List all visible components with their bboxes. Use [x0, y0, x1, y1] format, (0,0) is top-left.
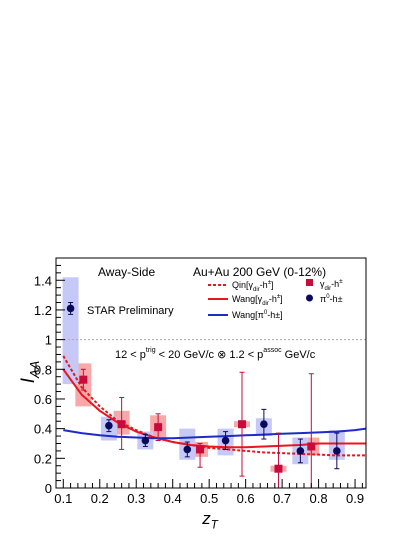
legend-label-4-main: π	[320, 294, 326, 304]
theory-curves	[62, 355, 367, 457]
data-point-1-7	[333, 447, 341, 455]
legend-label-3-tail: -h	[331, 279, 339, 289]
legend-label-2-end: -h±]	[267, 310, 282, 320]
data-point-1-4	[221, 436, 230, 445]
data-point-1-6	[296, 447, 305, 455]
preliminary-label: STAR Preliminary	[87, 305, 174, 317]
x-tick-label-8: 0.9	[346, 491, 364, 506]
trigger-condition: 12 < ptrig < 20 GeV/c ⊗ 1.2 < passoc GeV…	[115, 347, 316, 361]
legend-label-0: Qin[γdir-h±]	[232, 280, 274, 293]
legend-label-0-end: ]	[271, 280, 274, 290]
legend-label-3-main: γ	[320, 279, 325, 289]
trigger-suffix: GeV/c	[282, 349, 316, 361]
legend-label-4-end: -h±	[330, 294, 343, 304]
legend: Qin[γdir-h±]Wang[γdir-h±]Wang[π0-h±]γdir…	[208, 279, 343, 320]
legend-marker-3	[306, 279, 313, 286]
y-tick-label-7: 1.4	[34, 273, 52, 288]
y-axis-title: IAA	[18, 361, 42, 384]
data-point-0-6	[307, 442, 316, 451]
legend-marker-4	[306, 294, 313, 302]
plot-frame	[55, 257, 367, 489]
data-point-0-3	[196, 445, 205, 454]
x-axis-title: zT	[201, 509, 219, 531]
x-tick-label-4: 0.5	[200, 491, 218, 506]
axes: 0.1 0.2 0.3 0.4 0.5 0.6 0.7 0.8 0.9 0 0.2 0.4 0.6 0.8…	[18, 257, 367, 531]
trigger-middle: < 20 GeV/c ⊗ 1.2 < p	[156, 349, 264, 361]
data-point-1-0	[66, 304, 75, 313]
data-point-0-0	[79, 375, 88, 384]
away-side-label: Away-Side	[98, 265, 155, 279]
x-tick-label-6: 0.7	[273, 491, 291, 506]
x-tick-label-0: 0.1	[54, 491, 72, 506]
data-point-0-4	[238, 420, 246, 429]
data-points	[66, 302, 341, 489]
x-tick-label-7: 0.8	[310, 491, 328, 506]
legend-label-0-sub: dir	[253, 287, 260, 293]
y-tick-label-4: 0.8	[34, 362, 52, 377]
y-tick-label-5: 1	[45, 333, 52, 348]
data-point-1-5	[260, 420, 268, 428]
legend-label-4: π0-h±	[320, 294, 343, 304]
annotations: Away-Side Au+Au 200 GeV (0-12%) STAR Pre…	[87, 265, 326, 361]
x-tick-label-5: 0.6	[237, 491, 255, 506]
y-tick-label-2: 0.4	[34, 422, 52, 437]
data-point-1-2	[141, 436, 150, 445]
legend-label-3: γdir-h±	[320, 279, 343, 292]
trigger-prefix: 12 < p	[115, 349, 146, 361]
assoc-superscript: assoc	[263, 347, 282, 354]
legend-label-2-sup: 0	[264, 310, 268, 316]
systematic-box-1-0	[62, 277, 79, 385]
x-tick-label-3: 0.4	[164, 491, 182, 506]
curve-0	[62, 355, 366, 457]
data-point-1-1	[105, 421, 113, 430]
x-tick-label-1: 0.2	[91, 491, 109, 506]
legend-label-3-sup: ±	[339, 279, 343, 285]
y-tick-label-6: 1.2	[34, 303, 52, 318]
curve-1	[62, 368, 366, 449]
legend-label-1: Wang[γdir-h±]	[232, 294, 283, 307]
legend-label-0-tail: -h	[260, 280, 268, 290]
data-point-0-5	[274, 464, 283, 473]
legend-label-1-main: Wang[γ	[232, 294, 263, 304]
x-tick-label-2: 0.3	[127, 491, 145, 506]
legend-label-1-tail: -h	[269, 294, 277, 304]
x-axis-title-sub: T	[211, 519, 219, 531]
legend-label-1-sup: ±	[277, 294, 281, 300]
trigger-superscript: trig	[146, 347, 156, 354]
legend-label-2: Wang[π0-h±]	[232, 310, 283, 320]
legend-label-1-end: ]	[280, 294, 283, 304]
legend-label-2-main: Wang[π	[232, 310, 264, 320]
legend-label-0-main: Qin[γ	[232, 280, 254, 290]
legend-label-3-sub: dir	[325, 286, 332, 292]
curve-2	[63, 427, 367, 440]
x-axis-title-main: z	[201, 509, 211, 528]
system-label: Au+Au 200 GeV (0-12%)	[193, 265, 326, 279]
data-point-0-2	[154, 423, 163, 432]
y-tick-label-1: 0.2	[34, 451, 52, 466]
data-point-0-1	[117, 420, 126, 429]
legend-label-0-sup: ±	[268, 280, 272, 286]
legend-label-1-sub: dir	[262, 301, 269, 307]
y-axis-title-sub: AA	[27, 361, 42, 379]
legend-label-4-sup: 0	[326, 294, 330, 300]
y-tick-label-3: 0.6	[34, 392, 52, 407]
data-point-1-3	[183, 445, 192, 454]
y-tick-label-0: 0	[45, 481, 52, 496]
y-axis-title-main: I	[18, 377, 39, 383]
